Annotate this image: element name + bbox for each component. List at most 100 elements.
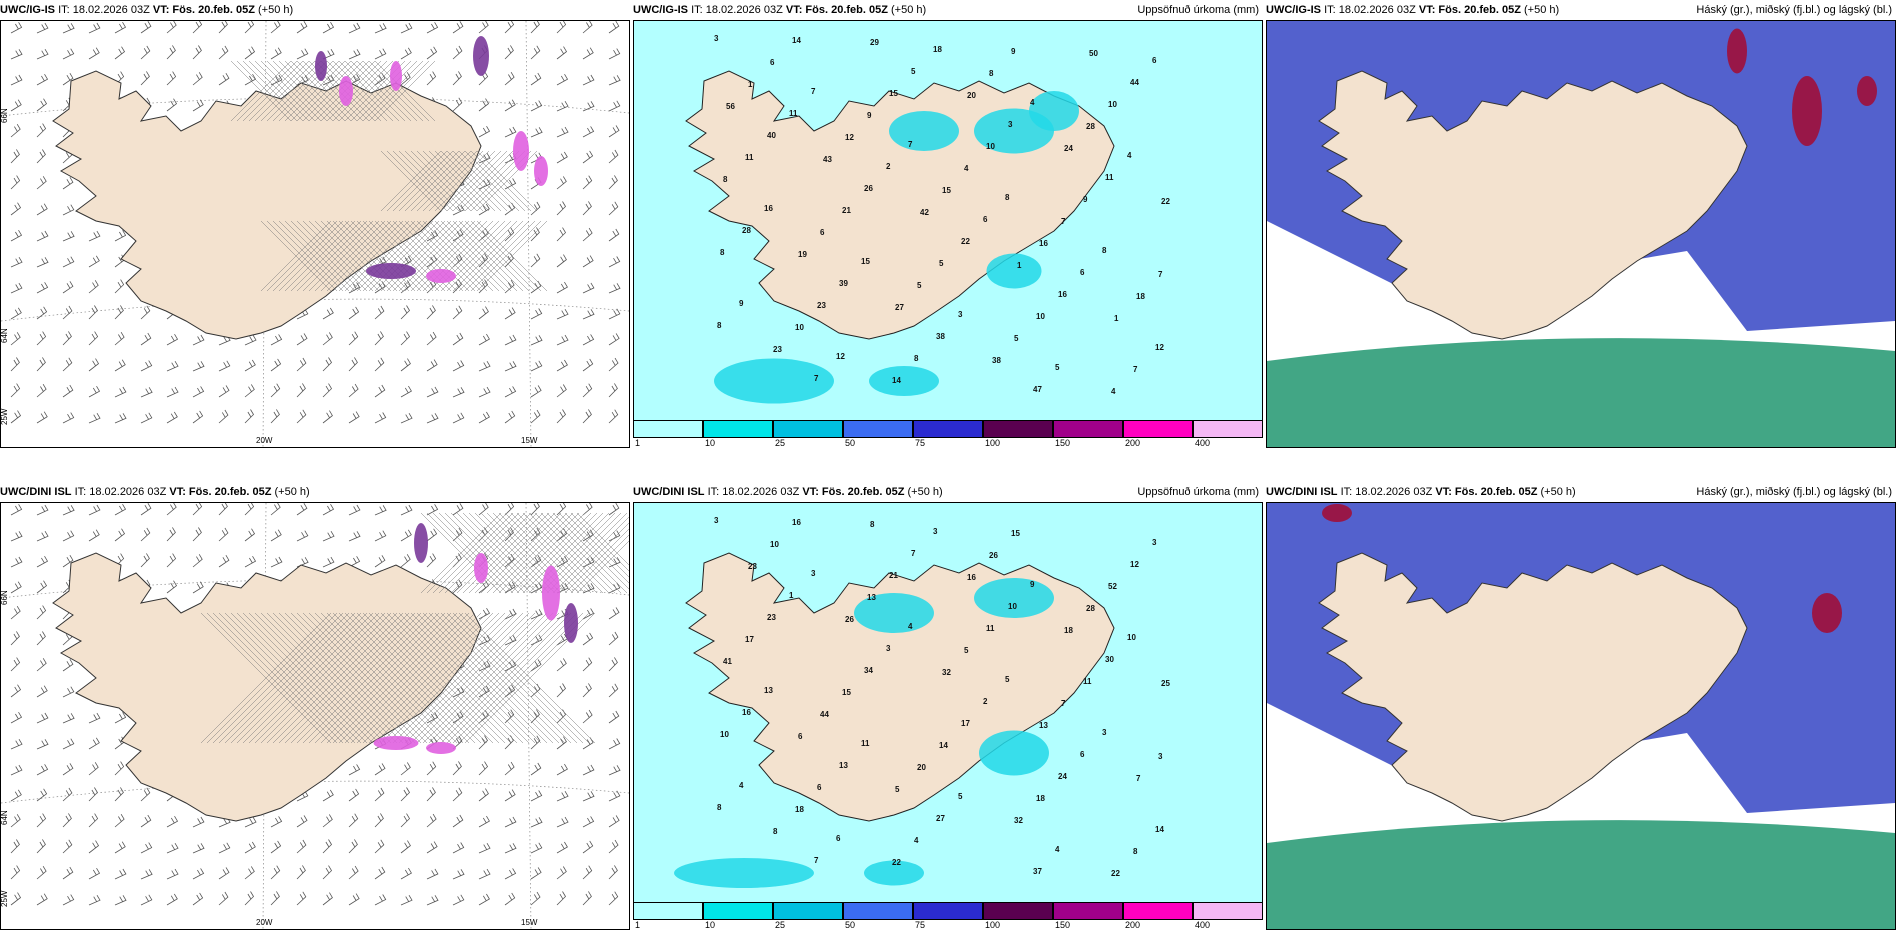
precip-value: 3 [933, 527, 938, 536]
longitude-label: 20W [256, 918, 273, 927]
model-name: UWC/DINI ISL [1266, 486, 1338, 498]
colorbar-swatch [773, 420, 843, 438]
wind-barb [452, 869, 465, 880]
wind-barb [62, 384, 74, 398]
wind-barb [608, 503, 620, 516]
wind-barb [10, 711, 23, 724]
precip-value: 7 [1158, 270, 1163, 279]
valid-time: VT: Fös. 20.feb. 05Z [1418, 4, 1521, 16]
wind-barb [504, 684, 516, 698]
wind-barb [62, 554, 74, 568]
precip-value: 8 [989, 69, 994, 78]
wind-gust-streak [474, 553, 488, 583]
wind-barb [322, 530, 335, 542]
wind-barb [608, 738, 621, 750]
wind-barb [348, 788, 360, 802]
wind-barb [244, 866, 255, 880]
precip-value: 25 [1161, 679, 1170, 688]
colorbar-tick-label: 75 [915, 438, 926, 448]
wind-barb [582, 334, 595, 346]
wind-barb [322, 556, 335, 568]
wind-barb [36, 893, 48, 906]
wind-barb [426, 868, 439, 880]
wind-barb [426, 22, 439, 34]
precip-value: 42 [920, 208, 929, 217]
longitude-line [525, 503, 532, 929]
wind-barb [36, 48, 49, 60]
wind-barb [582, 21, 593, 34]
wind-barb [296, 48, 309, 60]
wind-barb [582, 383, 593, 398]
precip-value: 18 [795, 805, 804, 814]
wind-barb [270, 503, 281, 516]
precip-value: 17 [961, 719, 970, 728]
wind-barb [36, 73, 49, 86]
wind-barb [62, 505, 75, 516]
wind-barb [36, 764, 49, 776]
wind-barb [400, 331, 411, 346]
wind-barb [608, 21, 620, 34]
wind-barb [556, 254, 567, 268]
precip-value: 16 [764, 204, 773, 213]
wind-barb [218, 554, 230, 568]
precip-value: 13 [764, 686, 773, 695]
precip-value: 9 [867, 111, 872, 120]
wind-barb [504, 45, 514, 60]
wind-barb [452, 21, 464, 34]
wind-barb [504, 386, 517, 398]
precip-value: 6 [798, 732, 803, 741]
wind-barb [530, 100, 543, 112]
longitude-label: 25W [1, 890, 9, 907]
wind-barb [582, 255, 594, 268]
colorbar-tick-label: 25 [775, 920, 786, 930]
wind-barb [218, 842, 231, 854]
wind-barb [244, 528, 256, 542]
wind-barb [62, 357, 73, 372]
wind-barb [166, 553, 177, 568]
wind-barb [192, 843, 205, 854]
lead-time: (+50 h) [907, 486, 943, 498]
precip-value: 10 [1108, 100, 1117, 109]
low-cloud-area [1267, 338, 1895, 447]
wind-gust-streak [339, 76, 353, 106]
wind-barb [88, 385, 101, 398]
wind-barb [452, 787, 463, 802]
wind-barb [556, 334, 569, 346]
wind-barb [374, 866, 386, 880]
precip-value: 12 [1155, 343, 1164, 352]
wind-barb [322, 332, 333, 346]
wind-barb [504, 410, 516, 424]
wind-barb [582, 282, 595, 294]
wind-barb [608, 100, 621, 112]
hatched-area [200, 512, 629, 744]
wind-barb [10, 531, 23, 542]
wind-barb [218, 21, 228, 34]
precip-value: 18 [1036, 794, 1045, 803]
colorbar-tick-label: 1 [635, 438, 641, 448]
wind-barb [114, 386, 127, 398]
wind-barb [36, 530, 49, 542]
wind-barb [504, 816, 517, 828]
precip-value: 8 [1133, 847, 1138, 856]
wind-barb [166, 893, 178, 906]
wind-barb [10, 175, 21, 190]
wind-barb [62, 305, 73, 320]
wind-barb [10, 357, 20, 372]
precip-value: 3 [811, 569, 816, 578]
precip-value: 12 [836, 352, 845, 361]
wind-barb [88, 280, 99, 294]
wind-barb [556, 384, 567, 398]
colorbar-tick-label: 100 [985, 438, 1001, 448]
wind-gust-streak [390, 61, 402, 91]
wind-barb [10, 556, 23, 568]
wind-barb [504, 527, 514, 542]
wind-barb [426, 504, 439, 516]
wind-barb [218, 527, 229, 542]
wind-barb [478, 386, 491, 398]
wind-barb [36, 203, 48, 216]
precip-value: 11 [1105, 173, 1114, 182]
precip-value: 22 [892, 858, 901, 867]
wind-gust-streak [426, 269, 456, 283]
wind-barb [556, 683, 567, 698]
precip-value: 18 [933, 45, 942, 54]
